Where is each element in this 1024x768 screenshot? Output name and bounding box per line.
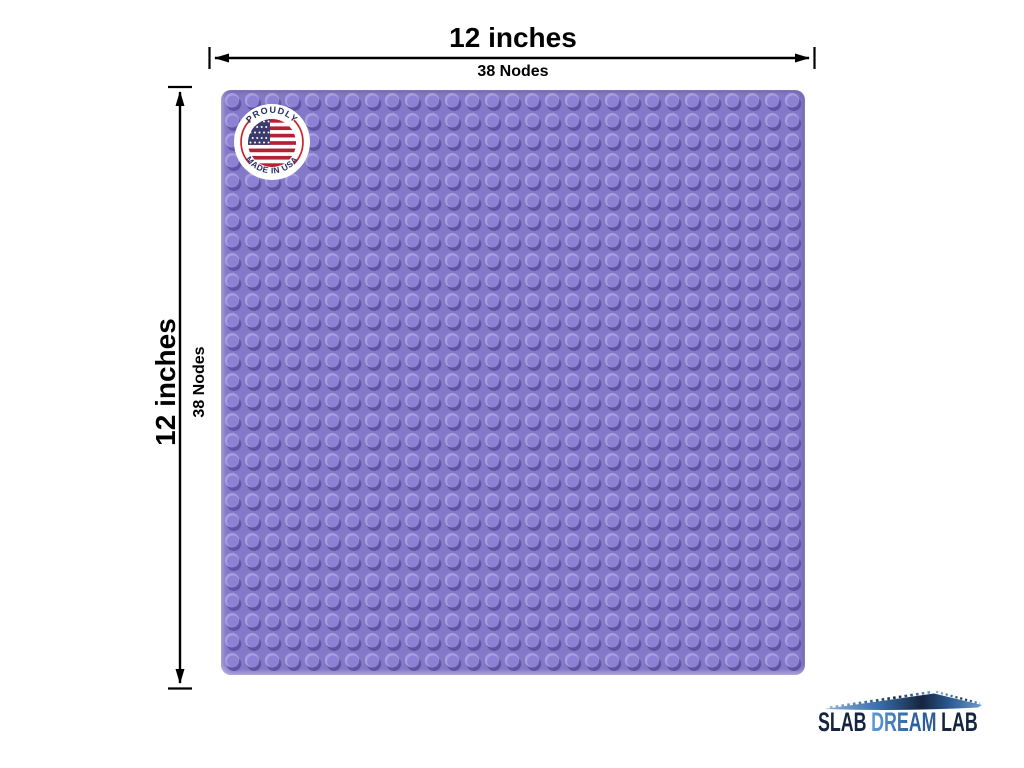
made-in-usa-badge: PROUDLY MADE IN USA: [234, 104, 310, 180]
left-dimension-inches-label: 12 inches: [150, 318, 181, 446]
brand-logo: SLAB DREAM LAB: [818, 688, 998, 744]
top-dimension-nodes-label: 38 Nodes: [477, 63, 549, 80]
logo-word-slab: SLAB: [818, 707, 867, 737]
logo-word-dream: DREAM: [871, 707, 937, 737]
stud-grid: [223, 92, 803, 673]
logo-word-lab: LAB: [941, 707, 978, 737]
badge-left-arc: [240, 119, 251, 165]
left-dimension-nodes-label: 38 Nodes: [191, 346, 208, 418]
logo-baseplate-swoosh-icon: [824, 690, 982, 710]
baseplate: [221, 90, 805, 675]
left-dimension-arrow: [168, 85, 192, 690]
usa-flag-icon: [248, 119, 296, 167]
top-dimension-arrow: [208, 47, 816, 69]
top-dimension-inches-label: 12 inches: [449, 22, 577, 53]
badge-right-arc: [293, 119, 304, 165]
logo-text: SLAB DREAM LAB: [818, 709, 978, 736]
